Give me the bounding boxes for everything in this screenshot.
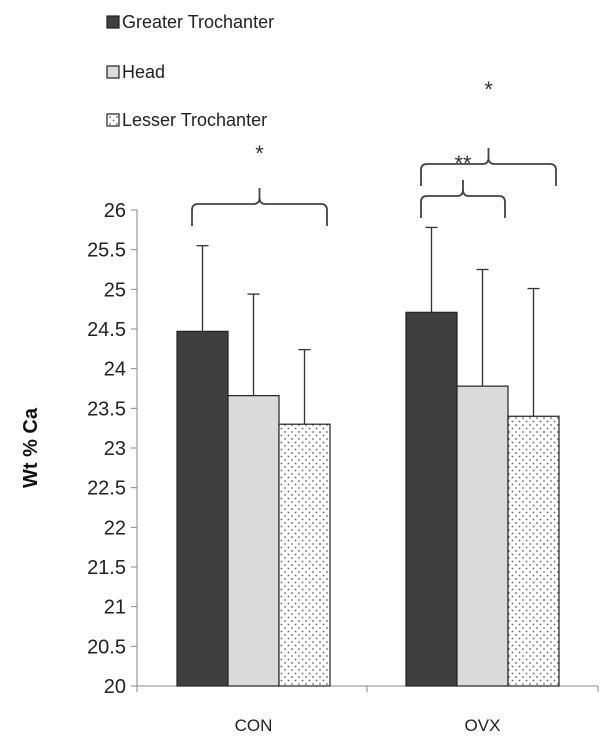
legend-swatch [106, 113, 120, 127]
x-tick-label: CON [235, 716, 273, 735]
legend: Greater Trochanter Head Lesser Trochanter [106, 12, 274, 130]
significance-bracket [420, 148, 557, 186]
y-tick-label: 25.5 [87, 240, 126, 262]
y-tick-label: 24.5 [87, 319, 126, 341]
legend-swatch [106, 65, 120, 79]
y-tick-label: 21.5 [87, 557, 126, 579]
y-tick-label: 22.5 [87, 478, 126, 500]
bar [405, 311, 458, 687]
y-tick-label: 21 [104, 597, 126, 619]
y-tick-label: 24 [104, 359, 126, 381]
y-tick-label: 20.5 [87, 636, 126, 658]
legend-label: Head [122, 62, 165, 82]
significance-label: * [484, 77, 493, 102]
y-axis-label: Wt % Ca [20, 407, 42, 488]
significance-label: * [255, 141, 264, 166]
significance-bracket [420, 180, 506, 218]
legend-label: Lesser Trochanter [122, 110, 267, 130]
significance-annotations: * *** [191, 77, 557, 226]
y-tick-label: 26 [104, 200, 126, 222]
y-axis: 20 20.5 21 21.5 22 22.5 23 23.5 24 24.5 25 25.5 26 [87, 200, 599, 698]
y-tick-label: 20 [104, 676, 126, 698]
y-tick-label: 23 [104, 438, 126, 460]
bar [176, 330, 229, 687]
significance-bracket [191, 188, 328, 226]
bars [176, 226, 560, 687]
y-tick-label: 23.5 [87, 398, 126, 420]
legend-swatch [106, 15, 120, 29]
bar [507, 415, 560, 687]
y-tick-label: 22 [104, 517, 126, 539]
bar [278, 423, 331, 687]
legend-label: Greater Trochanter [122, 12, 274, 32]
axis-labels: CON OVX Wt % Ca [20, 407, 500, 735]
bar [456, 385, 509, 687]
x-tick-label: OVX [465, 716, 501, 735]
y-tick-label: 25 [104, 279, 126, 301]
bar [227, 395, 280, 687]
